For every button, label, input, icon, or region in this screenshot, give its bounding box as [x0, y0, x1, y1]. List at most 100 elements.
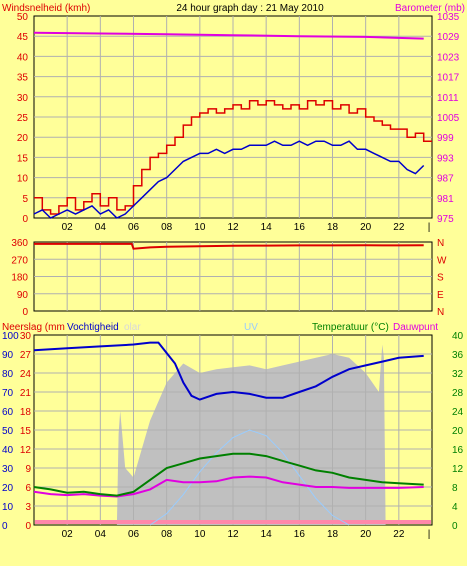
wind-gust-line: [34, 100, 432, 215]
humidity-tick-label: 0: [2, 521, 8, 532]
barometer-line: [33, 31, 424, 40]
time-tick-label: 10: [194, 529, 206, 540]
barometer-tick-label: 1017: [437, 73, 460, 84]
time-tick-label: 02: [62, 529, 74, 540]
time-tick-label: 16: [294, 222, 306, 233]
humidity-tick-label: 90: [2, 350, 14, 361]
direction-tick-label: 360: [11, 238, 28, 249]
direction-tick-label: 90: [17, 290, 29, 301]
wind-speed-tick-label: 50: [17, 12, 29, 23]
time-tick-label: 12: [227, 222, 239, 233]
humidity-tick-label: 80: [2, 369, 14, 380]
rain-tick-label: 12: [20, 445, 32, 456]
temperature-tick-label: 8: [452, 483, 458, 494]
wind-speed-tick-label: 40: [17, 52, 29, 63]
barometer-tick-label: 987: [437, 174, 454, 185]
temperature-axis-label: Temperatuur (°C): [312, 322, 389, 333]
barometer-tick-label: 1029: [437, 32, 460, 43]
time-tick-label: 18: [327, 529, 339, 540]
barometer-tick-label: 1035: [437, 12, 460, 23]
dewpoint-axis-label: Dauwpunt: [393, 322, 438, 333]
time-tick-label: 02: [62, 222, 74, 233]
rain-tick-label: 9: [25, 464, 31, 475]
direction-degree-ticks: 0 90 180 270 360: [11, 238, 28, 318]
humidity-tick-label: 30: [2, 464, 14, 475]
solar-area: [34, 344, 424, 525]
wind-average-line: [33, 140, 425, 219]
temperature-tick-label: 0: [452, 521, 458, 532]
barometer-ticks: 975 981 987 993 999 1005 1011 1017 1023 1029 1035: [437, 12, 460, 225]
dewpoint-line: [33, 475, 424, 498]
barometer-tick-label: 993: [437, 153, 454, 164]
barometer-tick-label: 1005: [437, 113, 460, 124]
uv-line: [149, 429, 350, 526]
temperature-line: [33, 452, 424, 497]
barometer-tick-label: 975: [437, 214, 454, 225]
time-tick-label: 14: [261, 222, 273, 233]
time-tick-label: 08: [161, 222, 173, 233]
wind-time-ticks: 02 04 06 08 10 12 14 16 18 20 22 |: [62, 222, 431, 233]
wind-speed-tick-label: 25: [17, 113, 29, 124]
wind-speed-tick-label: 30: [17, 93, 29, 104]
temperature-tick-label: 12: [452, 464, 464, 475]
temperature-ticks: 0 4 8 12 16 20 24 28 32 36 40: [452, 331, 464, 532]
wind-speed-ticks: 0 5 10 15 20 25 30 35 40 45 50: [17, 12, 29, 225]
temperature-tick-label: 20: [452, 426, 464, 437]
direction-tick-label: 0: [22, 307, 28, 318]
humidity-line: [33, 341, 424, 401]
rain-tick-label: 27: [20, 350, 32, 361]
temperature-tick-label: 32: [452, 369, 464, 380]
time-tick-label: 16: [294, 529, 306, 540]
rain-ticks: 0 3 6 9 12 15 18 21 24 27 30: [20, 331, 32, 532]
rain-tick-label: 6: [25, 483, 31, 494]
humidity-tick-label: 10: [2, 502, 14, 513]
time-tick-end-marker: |: [428, 222, 431, 233]
time-tick-label: 04: [95, 222, 107, 233]
time-tick-label: 22: [393, 222, 405, 233]
direction-panel-grid: [34, 242, 432, 311]
compass-tick-label: N: [437, 238, 444, 249]
barometer-tick-label: 1011: [437, 93, 459, 104]
humidity-ticks: 0 10 20 30 40 50 60 70 80 90 100: [2, 331, 19, 532]
time-tick-label: 04: [95, 529, 107, 540]
wind-speed-tick-label: 0: [22, 214, 28, 225]
compass-tick-label: E: [437, 290, 444, 301]
humidity-axis-label: Vochtigheid: [67, 322, 119, 333]
wind-speed-tick-label: 10: [17, 174, 29, 185]
wind-speed-tick-label: 35: [17, 73, 29, 84]
wind-speed-tick-label: 15: [17, 153, 29, 164]
barometer-tick-label: 1023: [437, 52, 460, 63]
temperature-tick-label: 24: [452, 407, 464, 418]
temperature-tick-label: 16: [452, 445, 464, 456]
barometer-tick-label: 999: [437, 133, 454, 144]
humidity-tick-label: 70: [2, 388, 14, 399]
compass-tick-label: N: [437, 307, 444, 318]
direction-tick-label: 180: [11, 273, 28, 284]
temperature-tick-label: 28: [452, 388, 464, 399]
rain-bar: [35, 520, 431, 524]
rain-tick-label: 24: [20, 369, 32, 380]
time-tick-label: 20: [360, 222, 372, 233]
temperature-tick-label: 4: [452, 502, 458, 513]
temperature-tick-label: 36: [452, 350, 464, 361]
time-tick-label: 06: [128, 529, 140, 540]
direction-tick-label: 270: [11, 255, 28, 266]
wind-speed-axis-label: Windsnelheid (kmh): [2, 3, 90, 14]
time-tick-label: 14: [261, 529, 273, 540]
time-tick-label: 22: [393, 529, 405, 540]
time-tick-label: 12: [227, 529, 239, 540]
barometer-tick-label: 981: [437, 194, 454, 205]
graph-title: 24 hour graph day : 21 May 2010: [176, 3, 324, 14]
rain-axis-label: Neerslag (mm: [2, 322, 65, 333]
humidity-tick-label: 20: [2, 483, 14, 494]
rain-tick-label: 15: [20, 426, 32, 437]
wind-speed-tick-label: 45: [17, 32, 29, 43]
climate-time-ticks: 02 04 06 08 10 12 14 16 18 20 22 |: [62, 529, 431, 540]
time-tick-label: 06: [128, 222, 140, 233]
time-tick-label: 20: [360, 529, 372, 540]
wind-speed-tick-label: 20: [17, 133, 29, 144]
time-tick-label: 18: [327, 222, 339, 233]
compass-tick-label: S: [437, 273, 444, 284]
